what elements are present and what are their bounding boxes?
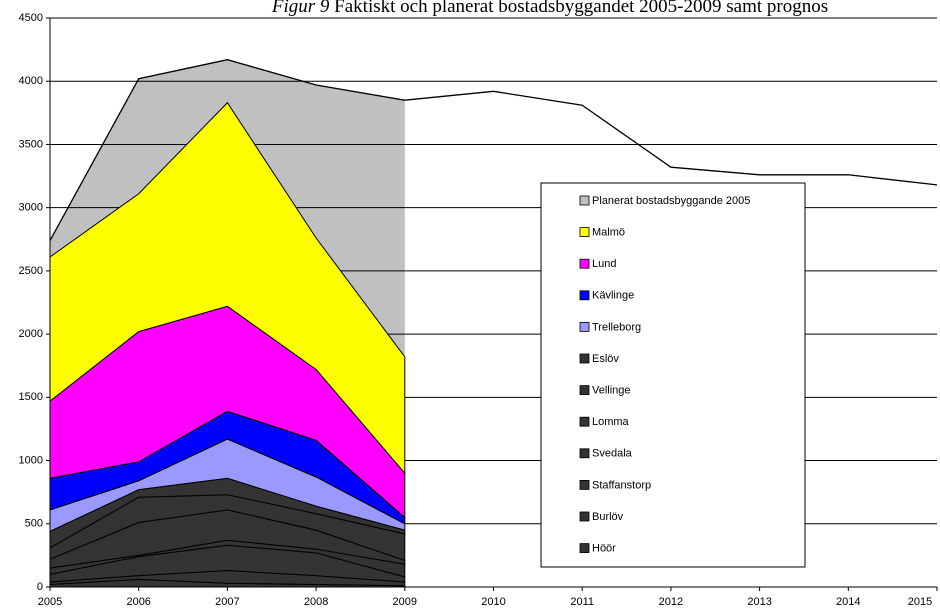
y-tick-label: 3500	[19, 138, 43, 150]
legend-box	[540, 182, 806, 568]
y-tick-label: 0	[37, 581, 43, 593]
legend-swatch	[579, 321, 590, 332]
x-tick-label: 2011	[570, 596, 594, 608]
legend-swatch	[579, 195, 590, 206]
y-tick-label: 1000	[19, 454, 43, 466]
legend-label: Eslöv	[592, 353, 619, 365]
legend-label: Höör	[592, 543, 616, 555]
legend-label: Burlöv	[592, 511, 624, 523]
title-prefix: Figur 9	[271, 0, 330, 17]
legend-label: Lund	[592, 258, 616, 270]
legend-swatch	[579, 258, 590, 269]
legend-label: Staffanstorp	[592, 479, 651, 491]
legend-swatch	[579, 385, 590, 396]
y-tick-label: 2000	[19, 328, 43, 340]
legend-label: Kävlinge	[592, 290, 634, 302]
legend-label: Lomma	[592, 416, 630, 428]
y-tick-label: 4500	[19, 12, 43, 24]
legend-swatch	[579, 448, 590, 459]
y-tick-label: 500	[25, 518, 43, 530]
chart-title: Figur 9 Faktiskt och planerat bostadsbyg…	[271, 0, 828, 17]
x-tick-label: 2008	[304, 596, 328, 608]
legend-label: Svedala	[592, 448, 633, 460]
x-tick-label: 2012	[659, 596, 683, 608]
legend-swatch	[579, 227, 590, 238]
legend-swatch	[579, 353, 590, 364]
legend-label: Vellinge	[592, 385, 631, 397]
legend-label: Trelleborg	[592, 321, 641, 333]
legend-label: Planerat bostadsbyggande 2005	[592, 195, 750, 207]
y-tick-label: 4000	[19, 75, 43, 87]
x-tick-label: 2010	[481, 596, 505, 608]
legend-swatch	[579, 479, 590, 490]
legend-swatch	[579, 543, 590, 553]
x-tick-label: 2006	[126, 596, 150, 608]
x-tick-label: 2015	[908, 596, 932, 608]
x-tick-label: 2013	[747, 596, 771, 608]
y-tick-label: 3000	[19, 202, 43, 214]
x-tick-label: 2007	[215, 596, 239, 608]
x-tick-label: 2009	[393, 596, 417, 608]
y-tick-label: 2500	[19, 265, 43, 277]
title-main: Faktiskt och planerat bostadsbyggandet 2…	[334, 0, 828, 17]
legend-swatch	[579, 511, 590, 522]
stack-area	[49, 101, 406, 475]
x-tick-label: 2005	[38, 596, 62, 608]
legend-swatch	[579, 290, 590, 301]
overlay-line	[49, 59, 938, 241]
y-tick-label: 1500	[19, 391, 43, 403]
legend-swatch	[579, 416, 590, 427]
legend-label: Malmö	[592, 227, 625, 239]
x-tick-label: 2014	[836, 596, 860, 608]
